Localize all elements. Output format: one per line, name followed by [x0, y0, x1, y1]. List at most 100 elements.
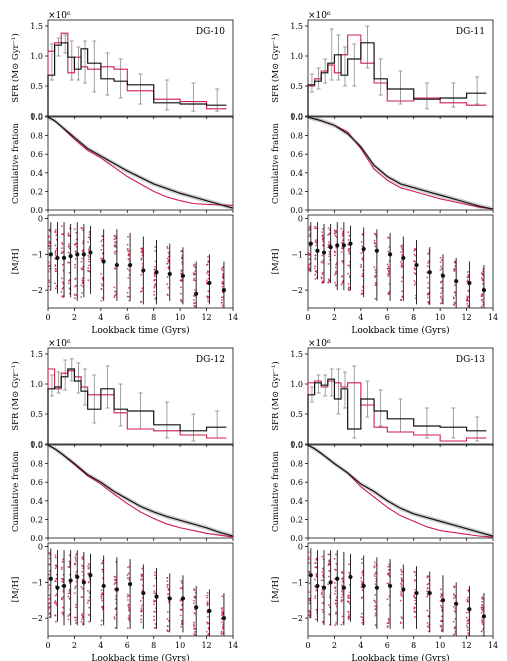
cum-y-axis-label: Cumulative fration — [11, 122, 21, 203]
mh-scatter-point — [220, 296, 223, 299]
mh-scatter-point — [374, 281, 377, 284]
mh-scatter-point — [74, 585, 77, 588]
mh-scatter-point — [54, 244, 57, 247]
mh-scatter-point — [335, 231, 337, 234]
cum-uncertainty-band — [308, 445, 493, 538]
xtick-label: 14 — [488, 641, 498, 650]
mh-scatter-point — [68, 592, 71, 595]
mh-scatter-point — [400, 299, 402, 302]
mh-scatter-point — [321, 280, 324, 283]
mh-scatter-point — [205, 263, 208, 266]
mh-mean-point — [154, 594, 159, 599]
mh-scatter-point — [167, 286, 170, 289]
mh-scatter-point — [361, 275, 364, 278]
xtick-label: 14 — [488, 313, 498, 322]
mh-mean-point — [48, 576, 53, 581]
mh-scatter-point — [413, 616, 416, 618]
mh-scatter-point — [400, 594, 402, 597]
mh-scatter-point — [48, 267, 51, 270]
mh-scatter-point — [453, 609, 456, 612]
mh-scatter-point — [401, 290, 403, 293]
mh-ytick-label: −2 — [291, 286, 303, 295]
mh-scatter-point — [466, 629, 469, 631]
mh-scatter-point — [399, 568, 402, 571]
mh-scatter-point — [387, 275, 389, 278]
mh-scatter-point — [167, 593, 170, 596]
mh-scatter-point — [206, 592, 209, 594]
xtick-label: 0 — [45, 641, 50, 650]
mh-scatter-point — [467, 305, 469, 308]
mh-scatter-point — [481, 620, 484, 623]
mh-scatter-point — [413, 283, 416, 286]
mh-scatter-point — [62, 613, 64, 616]
mh-scatter-point — [308, 562, 310, 564]
mh-scatter-point — [222, 273, 224, 275]
mh-scatter-point — [340, 600, 343, 603]
mh-scatter-point — [321, 231, 324, 234]
mh-mean-point — [341, 585, 346, 590]
mh-scatter-point — [153, 274, 156, 277]
mh-scatter-point — [47, 236, 50, 239]
mh-scatter-point — [341, 234, 344, 237]
mh-scatter-point — [100, 595, 103, 598]
mh-scatter-point — [374, 594, 377, 596]
cum-axes-frame — [307, 116, 494, 211]
mh-scatter-point — [348, 286, 350, 289]
mh-scatter-point — [192, 264, 195, 267]
mh-scatter-point — [314, 227, 316, 230]
mh-scatter-point — [47, 598, 50, 601]
mh-scatter-point — [80, 296, 83, 298]
mh-scatter-point — [321, 254, 324, 257]
mh-scatter-point — [399, 582, 402, 585]
mh-scatter-point — [440, 606, 443, 609]
mh-scatter-point — [128, 608, 130, 610]
mh-scatter-point — [341, 247, 344, 250]
mh-scatter-point — [80, 620, 83, 623]
mh-scatter-point — [322, 244, 324, 247]
mh-scatter-point — [127, 604, 130, 607]
mh-scatter-point — [315, 575, 318, 578]
mh-scatter-point — [373, 561, 376, 564]
mh-scatter-point — [48, 245, 51, 247]
mh-scatter-point — [126, 574, 129, 576]
mh-scatter-point — [481, 596, 484, 599]
cum-line-recovered — [307, 116, 494, 210]
mh-scatter-point — [308, 591, 310, 594]
mh-scatter-point — [113, 616, 116, 618]
mh-scatter-point — [315, 239, 318, 241]
mh-mean-point — [55, 585, 60, 590]
cum-ytick-label: 0.0 — [30, 534, 43, 543]
mh-scatter-point — [440, 588, 442, 591]
mh-scatter-point — [87, 279, 90, 282]
mh-y-axis-label: [M/H] — [11, 577, 21, 603]
mh-scatter-point — [67, 251, 70, 254]
mh-scatter-point — [374, 275, 377, 278]
mh-scatter-point — [466, 279, 469, 282]
mh-scatter-point — [387, 272, 389, 275]
mh-mean-point — [321, 250, 327, 255]
mh-scatter-point — [114, 234, 116, 237]
mh-scatter-point — [315, 566, 318, 568]
mh-scatter-point — [309, 611, 311, 614]
mh-scatter-point — [194, 289, 196, 292]
mh-scatter-point — [167, 630, 169, 633]
mh-scatter-point — [206, 297, 209, 300]
mh-scatter-point — [193, 263, 196, 266]
mh-scatter-point — [414, 268, 417, 271]
mh-ytick-label: 0 — [38, 543, 43, 552]
mh-scatter-point — [348, 252, 351, 255]
sfr-ytick-label: 1.0 — [290, 52, 303, 61]
mh-mean-point — [315, 248, 320, 253]
mh-scatter-point — [335, 612, 337, 615]
cum-ytick-label: 0.8 — [30, 132, 43, 141]
mh-scatter-point — [333, 273, 336, 276]
mh-scatter-point — [166, 283, 169, 286]
mh-scatter-point — [87, 567, 90, 570]
mh-scatter-point — [413, 260, 416, 262]
mh-axes-frame — [47, 214, 234, 309]
mh-scatter-point — [74, 560, 77, 562]
mh-mean-point — [128, 582, 133, 587]
mh-scatter-point — [100, 623, 103, 626]
mh-scatter-point — [308, 571, 311, 574]
mh-scatter-point — [452, 597, 455, 600]
